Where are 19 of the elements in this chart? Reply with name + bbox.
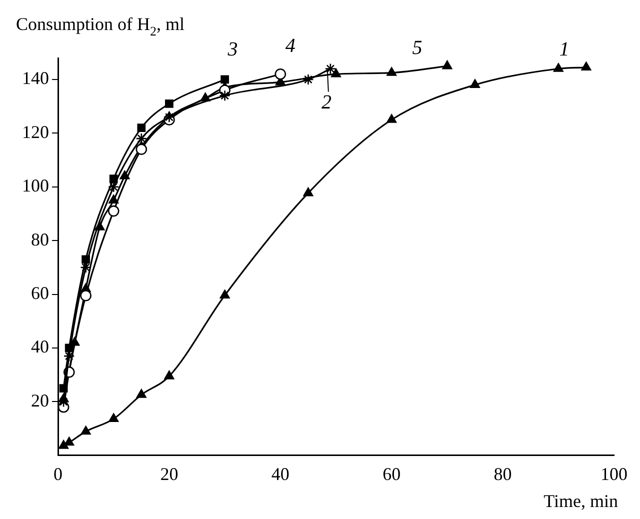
x-tick-label: 0: [54, 464, 62, 484]
y-tick-label: 120: [22, 122, 49, 142]
x-tick-label: 100: [600, 464, 628, 484]
y-tick-label: 100: [22, 176, 49, 196]
y-tick-label: 40: [31, 336, 49, 357]
series-label: 3: [226, 38, 238, 60]
x-tick-label: 20: [160, 464, 178, 484]
x-tick-label: 40: [271, 464, 290, 484]
y-tick-label: 20: [31, 390, 49, 410]
series-label: 4: [285, 35, 296, 58]
y-tick-label: 60: [31, 283, 49, 304]
x-axis-title: Time, min: [544, 491, 618, 511]
series-label: 5: [412, 37, 422, 60]
legend-label: 2: [321, 92, 332, 114]
y-tick-label: 80: [31, 229, 49, 250]
series-label: 1: [559, 38, 570, 60]
y-tick-label: 140: [22, 68, 49, 88]
x-tick-label: 80: [494, 464, 512, 484]
x-tick-label: 60: [382, 464, 401, 484]
